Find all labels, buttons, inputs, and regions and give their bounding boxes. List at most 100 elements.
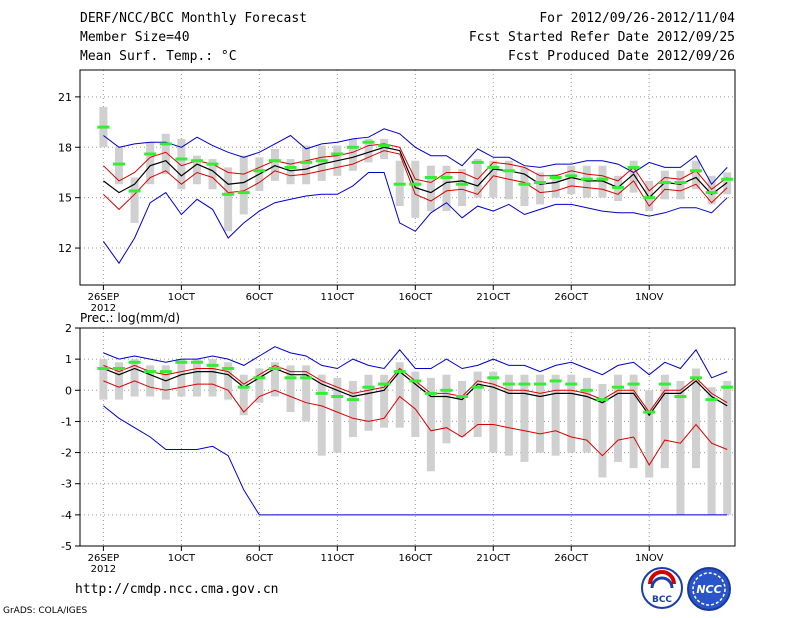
median-marker [175,360,188,364]
ensemble-box [239,374,248,416]
y-tick-label: 15 [58,192,72,205]
ensemble-box [333,377,342,453]
median-marker [190,360,203,364]
median-marker [565,174,578,178]
median-marker [346,145,359,149]
median-marker [534,181,547,185]
bcc-logo: BCC [641,567,683,609]
median-marker [471,160,484,164]
y-tick-label: 18 [58,141,72,154]
median-marker [596,398,609,402]
ensemble-box [161,133,170,175]
x-tick-label: 16OCT [398,553,433,564]
median-marker [424,391,437,395]
median-marker [424,176,437,179]
x-year-label: 2012 [91,564,116,575]
median-marker [627,382,640,386]
y-tick-label: 21 [58,91,72,104]
ensemble-box [707,175,716,205]
median-marker [518,182,531,186]
median-marker [487,165,500,169]
median-marker [362,140,375,144]
source-url[interactable]: http://cmdp.ncc.cma.gov.cn [75,582,279,597]
x-tick-label: 11OCT [320,292,355,303]
x-tick-label: 11OCT [320,553,355,564]
median-marker [580,177,593,181]
ncc-logo: NCC [687,567,731,611]
median-marker [518,382,531,386]
bcc-logo-text: BCC [652,595,672,605]
median-marker [612,385,625,389]
ensemble-box [629,160,638,193]
ensemble-box [676,380,685,515]
median-marker [112,162,125,166]
y-tick-label: -2 [61,447,72,460]
median-marker [471,385,484,389]
ensemble-box [224,362,233,400]
ensemble-box [426,377,435,472]
y-tick-label: 2 [65,322,72,335]
series-max-line [102,172,728,265]
median-marker [690,169,703,173]
grads-credit: GrADS: COLA/IGES [3,606,88,616]
x-tick-label: 1NOV [635,553,664,564]
x-tick-label: 16OCT [398,292,433,303]
median-marker [549,379,562,383]
ensemble-box [411,371,420,437]
ensemble-box [458,169,467,207]
median-marker [300,376,313,380]
ensemble-box [114,362,123,400]
median-marker [627,165,640,169]
y-tick-label: -1 [61,415,72,428]
median-marker [487,376,500,380]
y-tick-label: -3 [61,478,72,491]
x-tick-label: 21OCT [476,292,511,303]
series-lower-line [103,150,728,211]
ensemble-box [723,380,732,515]
series-max-line [103,346,728,379]
ensemble-box [317,374,326,456]
median-marker [502,169,515,173]
median-marker [612,186,625,190]
median-marker [159,142,172,146]
ensemble-box [130,177,139,223]
ensemble-box [629,374,638,469]
ensemble-box [442,165,451,212]
ensemble-box [348,138,357,171]
median-marker [222,192,235,196]
median-marker [721,177,734,181]
ensemble-box [380,374,389,428]
ensemble-box [676,170,685,200]
ensemble-box [582,165,591,198]
ensemble-box [146,365,155,397]
ensemble-box [660,170,669,200]
median-marker [596,177,609,181]
ensemble-box [177,359,186,397]
ensemble-box [536,172,545,205]
ensemble-box [364,374,373,431]
median-marker [643,196,656,200]
median-marker [331,395,344,399]
x-tick-label: 6OCT [246,292,274,303]
median-marker [268,366,281,370]
median-marker [580,388,593,392]
series-max-upper-line [103,128,728,186]
median-marker [159,370,172,374]
median-marker [721,385,734,389]
y-tick-label: 12 [58,242,72,255]
median-marker [690,376,703,380]
series-mean-line [103,146,728,199]
ensemble-box [161,365,170,400]
ensemble-box [255,368,264,403]
median-marker [284,165,297,169]
median-marker [565,382,578,386]
ensemble-box [302,365,311,422]
median-marker [222,366,235,370]
ensemble-box [380,138,389,160]
median-marker [378,382,391,386]
ensemble-box [146,142,155,185]
ensemble-box [317,145,326,181]
ensemble-box [598,384,607,478]
ensemble-box [130,359,139,397]
